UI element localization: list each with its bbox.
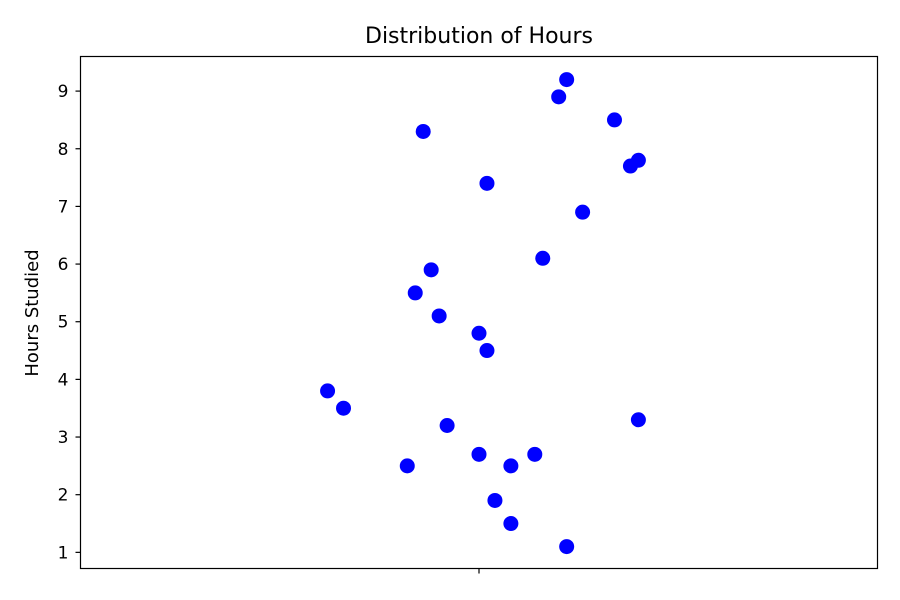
- scatter-point: [336, 400, 352, 416]
- scatter-point: [575, 204, 591, 220]
- y-tick-label: 2: [58, 486, 69, 506]
- scatter-point: [630, 412, 646, 428]
- y-tick-label: 3: [58, 428, 69, 448]
- y-tick-label: 7: [58, 197, 69, 217]
- scatter-point: [503, 458, 519, 474]
- y-axis-ticks: 1 2 3 4 5 6 7 8 9: [58, 82, 81, 563]
- scatter-point: [551, 89, 567, 105]
- y-axis-label: Hours Studied: [22, 249, 43, 376]
- y-tick-label: 4: [58, 370, 69, 390]
- y-tick-label: 9: [58, 82, 69, 102]
- scatter-point: [320, 383, 336, 399]
- scatter-point: [431, 308, 447, 324]
- scatter-point: [559, 72, 575, 88]
- scatter-point: [439, 418, 455, 434]
- scatter-point: [407, 285, 423, 301]
- scatter-point: [415, 123, 431, 139]
- scatter-point: [503, 516, 519, 532]
- scatter-point: [479, 175, 495, 191]
- y-tick-label: 1: [58, 543, 69, 563]
- scatter-point: [471, 325, 487, 341]
- scatter-point: [487, 492, 503, 508]
- y-tick-label: 8: [58, 140, 69, 160]
- y-tick-label: 5: [58, 313, 69, 333]
- plot-frame: [79, 55, 879, 570]
- scatter-point: [606, 112, 622, 128]
- scatter-point: [559, 539, 575, 555]
- scatter-point: [479, 343, 495, 359]
- scatter-point: [471, 446, 487, 462]
- chart-title: Distribution of Hours: [365, 24, 593, 49]
- scatter-point: [622, 158, 638, 174]
- scatter-point: [535, 250, 551, 266]
- scatter-point: [399, 458, 415, 474]
- scatter-point: [423, 262, 439, 278]
- scatter-point: [527, 446, 543, 462]
- scatter-points: [320, 72, 646, 555]
- y-tick-label: 6: [58, 255, 69, 275]
